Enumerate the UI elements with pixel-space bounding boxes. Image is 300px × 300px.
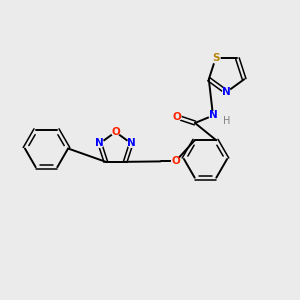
- Text: O: O: [111, 127, 120, 137]
- Circle shape: [211, 54, 220, 63]
- Text: N: N: [208, 110, 217, 121]
- Text: H: H: [223, 116, 230, 126]
- Text: N: N: [95, 138, 104, 148]
- Circle shape: [172, 158, 179, 165]
- Text: O: O: [171, 156, 180, 167]
- Circle shape: [223, 88, 230, 96]
- Circle shape: [127, 140, 135, 147]
- Text: O: O: [172, 112, 182, 122]
- Circle shape: [173, 113, 181, 121]
- Circle shape: [209, 112, 217, 119]
- Text: N: N: [222, 87, 231, 97]
- Text: N: N: [127, 138, 136, 148]
- Circle shape: [112, 128, 119, 136]
- Text: S: S: [212, 53, 219, 64]
- Circle shape: [96, 140, 104, 147]
